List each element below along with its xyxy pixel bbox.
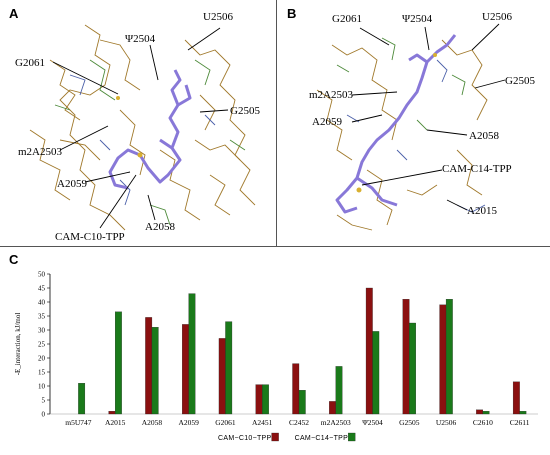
x-tick-label: U2506: [436, 418, 457, 427]
y-tick-label: 45: [38, 285, 46, 293]
rna-wireframe-blue: [69, 74, 216, 206]
bar-cam-c14-tpp-7: [335, 366, 343, 415]
y-tick-label: 40: [38, 299, 46, 307]
y-tick-label: 20: [38, 355, 46, 363]
x-tick-label: A2058: [142, 418, 163, 427]
bar-cam-c14-tpp-10: [445, 299, 453, 415]
bar-cam-c10-tpp-2: [145, 317, 153, 415]
x-tick-label: C2610: [473, 418, 493, 427]
bar-cam-c10-tpp-12: [512, 381, 520, 415]
x-tick-label: G2505: [399, 418, 420, 427]
bar-cam-c10-tpp-9: [402, 299, 410, 415]
bar-cam-c10-tpp-11: [476, 409, 483, 415]
bar-cam-c14-tpp-0: [78, 383, 86, 415]
bar-cam-c10-tpp-5: [255, 384, 263, 415]
bar-cam-c10-tpp-1: [108, 411, 116, 415]
y-tick-label: 0: [42, 411, 46, 419]
label-cam-c14-tpp: CAM-C14-TPP: [442, 163, 512, 175]
rna-wireframe: [29, 24, 256, 231]
phosphorus-atom: [137, 152, 143, 158]
x-tick-label: G2061: [215, 418, 236, 427]
x-tick-label: m2A2503: [321, 418, 351, 427]
bar-cam-c14-tpp-8: [372, 331, 380, 415]
legend-swatch: [271, 432, 279, 442]
label-leader-lines: [52, 27, 229, 229]
bar-cam-c10-tpp-6: [292, 363, 300, 415]
chart-axes: 0 5 10 15 20 25 30 35 40 45 50 -E_interaction, kJ/m…: [14, 271, 538, 419]
bar-cam-c10-tpp-4: [218, 338, 226, 415]
x-tick-label: C2611: [510, 418, 530, 427]
phosphorus-atom: [433, 53, 437, 57]
rna-wireframe: [316, 39, 488, 231]
label-g2505: G2505: [230, 105, 260, 117]
label-a2058: A2058: [469, 130, 499, 142]
bar-cam-c10-tpp-8: [365, 287, 373, 415]
bar-cam-c14-tpp-2: [151, 327, 159, 415]
x-tick-label: Ψ2504: [362, 418, 383, 427]
label-u2506: U2506: [203, 11, 233, 23]
phosphorus-atom: [356, 187, 362, 193]
bar-cam-c14-tpp-11: [482, 411, 490, 415]
chart-bars: [78, 287, 527, 415]
label-u2506: U2506: [482, 11, 512, 23]
label-m2a2503: m2A2503: [309, 89, 354, 101]
panel-b-structure: G2061 Ψ2504 U2506 G2505 m2A2503 A2059 A2…: [277, 0, 550, 246]
bar-cam-c14-tpp-4: [225, 321, 233, 415]
y-tick-label: 30: [38, 327, 46, 335]
label-m2a2503: m2A2503: [18, 146, 63, 158]
bar-cam-c10-tpp-7: [329, 401, 336, 415]
ligand-cam-c14-tpp: [335, 34, 457, 214]
panel-a-structure: U2506 Ψ2504 G2061 G2505 m2A2503 A2059 CA…: [0, 0, 276, 246]
bar-cam-c10-tpp-10: [439, 304, 447, 415]
y-tick-label: 10: [38, 383, 46, 391]
phosphorus-atom: [116, 96, 120, 100]
bar-cam-c10-tpp-3: [182, 324, 189, 415]
y-tick-label: 15: [38, 369, 46, 377]
x-tick-label: C2452: [289, 418, 309, 427]
chart-legend: CAM−C10−TPP CAM−C14−TPP: [218, 432, 356, 442]
label-cam-c10-tpp: CAM-C10-TPP: [55, 231, 125, 243]
x-tick-label: A2059: [178, 418, 199, 427]
x-tick-label: A2015: [105, 418, 126, 427]
ligand-cam-c10-tpp: [108, 69, 192, 190]
bar-cam-c14-tpp-12: [519, 411, 527, 415]
y-tick-label: 35: [38, 313, 46, 321]
interaction-energy-chart: 0 5 10 15 20 25 30 35 40 45 50 -E_interaction, kJ/m…: [0, 248, 550, 455]
rna-wireframe-green: [336, 37, 466, 131]
label-g2061: G2061: [332, 13, 362, 25]
chart-x-labels: m5U747 A2015 A2058 A2059 G2061 A2451 C2452 m2A2…: [65, 418, 529, 427]
label-g2061: G2061: [15, 57, 45, 69]
y-axis-label: -E_interaction, kJ/mol: [14, 313, 22, 376]
label-leader-lines: [351, 23, 506, 211]
x-tick-label: m5U747: [65, 418, 92, 427]
bar-cam-c14-tpp-6: [298, 390, 306, 415]
panel-divider-vertical: [276, 0, 277, 246]
label-psi2504: Ψ2504: [402, 13, 433, 25]
bar-cam-c14-tpp-3: [188, 293, 196, 415]
rna-wireframe-green: [54, 59, 246, 226]
label-psi2504: Ψ2504: [125, 33, 156, 45]
bar-cam-c14-tpp-5: [262, 384, 269, 415]
y-tick-label: 25: [38, 341, 46, 349]
y-tick-label: 5: [42, 397, 46, 405]
panel-a-label: A: [9, 6, 19, 21]
bar-cam-c14-tpp-9: [409, 322, 416, 415]
label-a2015: A2015: [467, 205, 497, 217]
rna-wireframe-blue: [346, 59, 486, 213]
label-a2059: A2059: [57, 178, 87, 190]
bar-cam-c14-tpp-1: [115, 311, 122, 415]
panel-divider-horizontal: [0, 246, 550, 247]
legend-label: CAM−C10−TPP: [218, 435, 272, 442]
label-g2505: G2505: [505, 75, 535, 87]
label-a2058: A2058: [145, 221, 175, 233]
label-a2059: A2059: [312, 116, 342, 128]
y-tick-label: 50: [38, 271, 46, 279]
panel-b-label: B: [287, 6, 297, 21]
panel-c-label: C: [9, 252, 19, 267]
legend-swatch: [348, 432, 356, 442]
x-tick-label: A2451: [252, 418, 273, 427]
legend-label: CAM−C14−TPP: [295, 435, 349, 442]
